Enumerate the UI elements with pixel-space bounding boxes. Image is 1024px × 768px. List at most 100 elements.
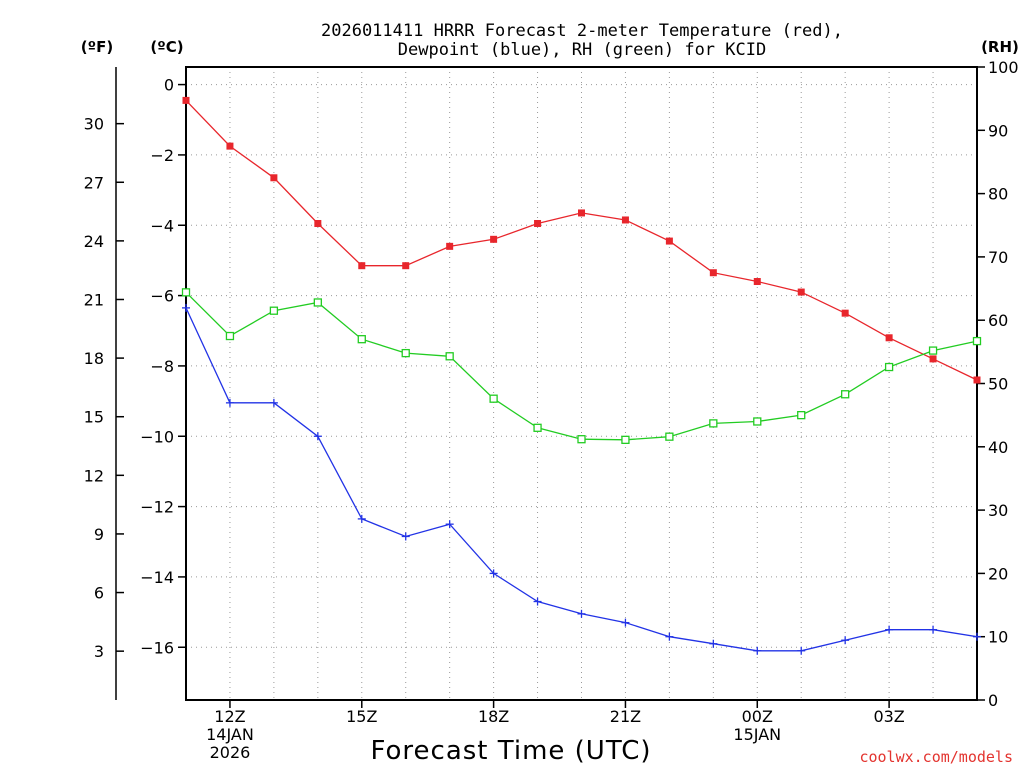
rh-point [489,394,498,403]
dewpoint-point [357,514,366,523]
rh-point [753,417,762,426]
dewpoint-point [313,432,322,441]
fahrenheit-tick-label: 24 [84,232,104,251]
celsius-tick-label: −14 [140,568,174,587]
x-tick-label: 12Z [214,707,245,726]
fahrenheit-tick-label: 30 [84,115,104,134]
chart-title: 2026011411 HRRR Forecast 2-meter Tempera… [321,21,843,60]
dewpoint-point [225,398,234,407]
temperature-point [973,376,981,384]
x-tick-label: 00Z [742,707,773,726]
rh-point [269,306,279,315]
dewpoint-point [973,632,981,641]
rh-point [181,288,191,297]
dewpoint-point [621,618,630,627]
rh-tick-label: 0 [988,691,998,710]
x-tick-label: 14JAN [206,725,254,744]
celsius-tick-label: 0 [164,76,174,95]
rh-tick-label: 40 [988,438,1008,457]
x-tick-label: 21Z [610,707,641,726]
fahrenheit-tick-label: 3 [94,642,104,661]
rh-point [621,435,630,444]
rh-tick-label: 70 [988,248,1008,267]
temperature-point [270,174,278,182]
celsius-tick-label: −2 [150,146,174,165]
celsius-tick-label: −4 [150,216,174,235]
rh-point [313,298,322,307]
x-tick-label: 2026 [210,743,251,762]
rh-point [797,410,806,420]
fahrenheit-tick-label: 21 [84,290,104,309]
fahrenheit-tick-label: 9 [94,525,104,544]
dewpoint-point [445,520,454,529]
rh-tick-label: 50 [988,375,1008,394]
temperature-point [621,216,629,224]
series-rh [181,288,982,444]
rh-point [709,419,718,428]
celsius-tick-label: −6 [150,287,174,306]
fahrenheit-tick-label: 6 [94,584,104,603]
temperature-point [490,235,498,243]
dewpoint-point [182,303,190,312]
rh-point [445,352,454,361]
fahrenheit-tick-label: 15 [84,408,104,427]
rh-tick-label: 20 [988,564,1008,583]
series [181,96,982,655]
temperature-point [665,237,673,245]
rh-tick-label: 100 [988,58,1019,77]
rh-tick-label: 60 [988,311,1008,330]
rh-point [577,435,586,444]
dewpoint-point [753,646,762,655]
temperature-point [314,219,322,227]
dewpoint-point [929,625,938,634]
temperature-point [929,355,937,363]
x-tick-label: 03Z [873,707,904,726]
dewpoint-point [797,646,806,655]
dewpoint-line [185,307,978,652]
temperature-point [534,219,542,227]
rh-point [884,362,894,372]
rh-point [533,423,542,432]
temperature-point [358,262,366,270]
rh-point [401,348,410,358]
x-tick-label: 15Z [346,707,377,726]
temperature-point [226,142,234,150]
x-tick-label: 18Z [478,707,509,726]
temperature-point [753,278,761,286]
dewpoint-point [489,569,498,578]
x-tick-label: 15JAN [733,725,781,744]
celsius-tick-label: −16 [140,638,174,657]
rh-point [225,331,235,341]
rh-point [972,336,982,346]
temperature-point [841,309,849,317]
dewpoint-point [665,632,674,641]
series-temperature [182,96,981,384]
grid [186,67,977,700]
dewpoint-point [401,532,410,541]
dewpoint-point [709,639,718,648]
x-axis-title: Forecast Time (UTC) [370,736,651,766]
rh-tick-label: 90 [988,121,1008,140]
credit-text: coolwx.com/models [859,748,1013,766]
temperature-point [885,334,893,342]
celsius-tick-label: −12 [140,498,174,517]
fahrenheit-unit-label: (ºF) [81,38,113,56]
dewpoint-point [269,398,278,407]
rh-point [665,432,674,441]
rh-point [357,335,366,344]
rh-tick-label: 10 [988,628,1008,647]
axes: 0−2−4−6−8−10−12−14−163027242118151296301… [84,58,1019,710]
dewpoint-point [841,636,850,645]
temperature-point [402,262,410,270]
temperature-point [182,96,190,104]
rh-tick-label: 80 [988,185,1008,204]
dewpoint-point [577,609,586,618]
temperature-point [578,209,585,217]
title-line-2: Dewpoint (blue), RH (green) for KCID [398,40,766,60]
temperature-point [709,269,717,277]
celsius-unit-label: (ºC) [150,38,183,56]
rh-tick-label: 30 [988,501,1008,520]
plot-frame [185,66,978,701]
